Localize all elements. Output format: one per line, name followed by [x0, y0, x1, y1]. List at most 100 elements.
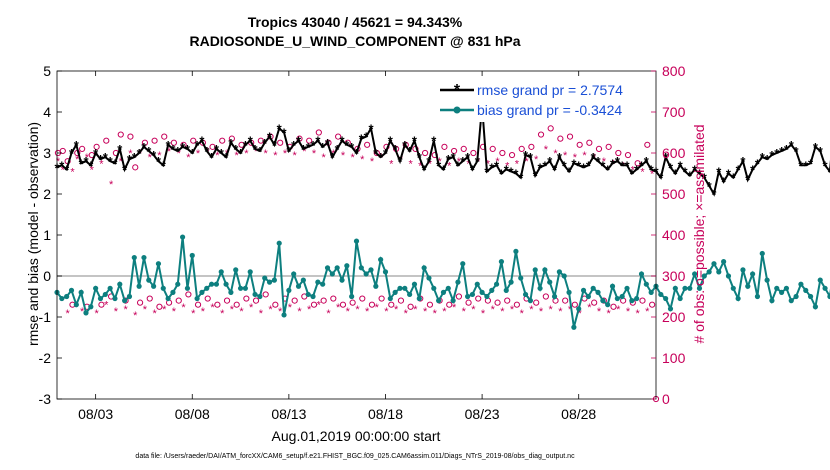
- bias-point: [484, 293, 490, 300]
- obs-assimilated-marker: *: [191, 308, 196, 320]
- rmse-point: *: [784, 142, 790, 157]
- bias-point: [561, 273, 567, 279]
- obs-assimilated-marker: *: [249, 302, 254, 314]
- y-right-tick-label: 100: [662, 350, 686, 366]
- obs-assimilated-marker: *: [365, 306, 370, 318]
- rmse-point: *: [301, 142, 307, 157]
- obs-possible-marker: [214, 301, 221, 308]
- obs-assimilated-marker: *: [99, 158, 104, 170]
- rmse-point: *: [185, 142, 191, 157]
- bias-point: [136, 283, 142, 289]
- bias-point: [320, 281, 326, 287]
- rmse-point: *: [745, 173, 751, 188]
- bias-point: [392, 289, 398, 295]
- bias-point: [542, 267, 548, 273]
- rmse-point: *: [233, 142, 239, 157]
- bias-point: [440, 289, 447, 295]
- rmse-point: *: [740, 154, 746, 169]
- rmse-point: *: [282, 126, 288, 141]
- rmse-point: *: [253, 142, 259, 157]
- bias-point: [88, 304, 94, 310]
- obs-possible-marker: [513, 301, 520, 308]
- y-right-tick-label: 400: [662, 227, 686, 243]
- bias-point: [566, 289, 572, 295]
- obs-assimilated-marker: *: [573, 152, 578, 164]
- y-left-tick-label: -2: [39, 350, 52, 366]
- bias-point: [329, 271, 335, 277]
- rmse-point: *: [166, 138, 172, 153]
- obs-possible-marker: [639, 297, 646, 304]
- bias-point: [605, 302, 611, 308]
- obs-assimilated-marker: *: [491, 304, 496, 316]
- obs-possible-marker: [426, 301, 434, 308]
- rmse-point: *: [818, 144, 824, 159]
- bias-point: [489, 287, 495, 293]
- obs-assimilated-marker: *: [104, 300, 109, 312]
- obs-assimilated-marker: *: [607, 308, 612, 320]
- rmse-point: *: [170, 142, 176, 157]
- rmse-point: *: [465, 150, 471, 165]
- obs-possible-marker: [465, 299, 472, 306]
- rmse-point: *: [64, 162, 70, 177]
- obs-assimilated-marker: *: [568, 304, 573, 316]
- obs-possible-marker: [373, 149, 380, 157]
- obs-assimilated-marker: *: [312, 148, 317, 160]
- bias-point: [600, 298, 606, 304]
- obs-assimilated-marker: *: [283, 148, 288, 160]
- bias-point: [112, 295, 118, 302]
- rmse-point: *: [663, 150, 669, 165]
- rmse-point: *: [823, 158, 829, 173]
- obs-assimilated-marker: *: [442, 306, 447, 318]
- obs-assimilated-marker: *: [70, 166, 75, 178]
- obs-assimilated-marker: *: [447, 160, 452, 172]
- obs-assimilated-marker: *: [220, 308, 225, 320]
- rmse-point: *: [576, 158, 582, 173]
- obs-assimilated-marker: *: [553, 148, 558, 160]
- bias-point: [827, 293, 830, 300]
- bias-point: [237, 285, 244, 291]
- obs-possible-marker: [219, 137, 226, 144]
- rmse-point: *: [219, 146, 225, 161]
- obs-possible-marker: [359, 295, 366, 302]
- bias-point: [701, 273, 707, 279]
- rmse-point: *: [272, 138, 278, 153]
- rmse-point: *: [513, 167, 519, 182]
- bias-point: [706, 269, 712, 275]
- rmse-point: *: [629, 167, 635, 182]
- rmse-point: *: [132, 150, 138, 165]
- obs-assimilated-marker: *: [56, 156, 61, 168]
- bias-point: [155, 261, 162, 267]
- obs-assimilated-marker: *: [152, 308, 157, 320]
- rmse-point: *: [214, 142, 220, 157]
- bias-point: [175, 281, 181, 287]
- rmse-point: *: [122, 162, 128, 177]
- obs-assimilated-marker: *: [162, 304, 167, 316]
- obs-assimilated-marker: *: [230, 304, 235, 316]
- obs-assimilated-marker: *: [602, 156, 607, 168]
- obs-possible-marker: [310, 301, 318, 308]
- rmse-point: *: [489, 160, 495, 175]
- bias-point: [160, 285, 166, 291]
- rmse-point: *: [349, 140, 355, 155]
- obs-possible-marker: [272, 301, 279, 308]
- bias-point: [508, 279, 514, 285]
- bias-point: [426, 275, 432, 281]
- obs-assimilated-marker: *: [90, 164, 95, 176]
- obs-possible-marker: [330, 295, 337, 302]
- obs-possible-marker: [93, 143, 100, 150]
- obs-assimilated-marker: *: [452, 302, 457, 314]
- obs-possible-marker: [146, 295, 153, 302]
- rmse-point: *: [528, 150, 534, 165]
- obs-possible-marker: [156, 303, 163, 310]
- rmse-point: *: [175, 144, 181, 159]
- bias-point: [479, 289, 485, 295]
- rmse-point: *: [682, 164, 688, 179]
- obs-possible-marker: [547, 125, 554, 132]
- rmse-point: *: [267, 130, 273, 145]
- obs-possible-marker: [470, 149, 477, 157]
- obs-assimilated-marker: *: [645, 306, 650, 318]
- rmse-point: *: [634, 162, 640, 177]
- bias-point: [233, 267, 239, 273]
- obs-assimilated-marker: *: [413, 304, 418, 316]
- obs-possible-marker: [194, 301, 202, 308]
